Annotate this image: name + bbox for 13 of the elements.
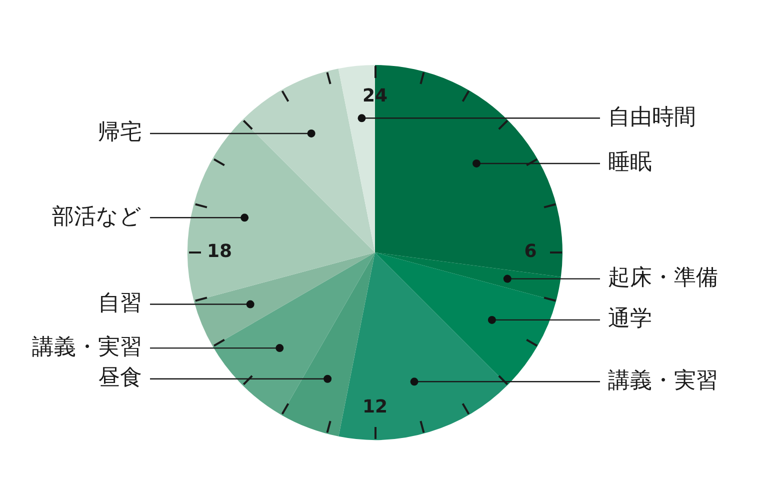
text: 12 <box>362 396 388 418</box>
slice-label: 帰宅 <box>98 120 142 146</box>
slice-label: 通学 <box>608 306 652 332</box>
slice-label: 自由時間 <box>608 104 696 130</box>
text: 18 <box>206 241 232 262</box>
slice-label: 講義・実習 <box>608 368 718 394</box>
text: 6 <box>524 241 537 262</box>
slice-label: 昼食 <box>98 366 142 391</box>
slice-label: 自習 <box>98 291 142 316</box>
slice-label: 起床・準備 <box>608 266 718 291</box>
slice-label: 睡眠 <box>608 150 652 176</box>
slice-label: 部活など <box>52 204 142 230</box>
slice-label: 講義・実習 <box>32 334 142 360</box>
